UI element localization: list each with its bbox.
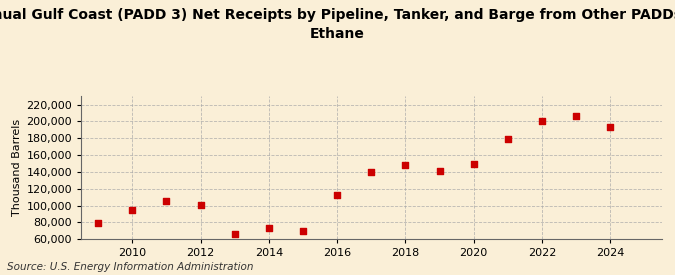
- Point: [366, 170, 377, 174]
- Point: [298, 229, 308, 233]
- Point: [434, 169, 445, 173]
- Point: [230, 232, 240, 236]
- Point: [263, 226, 274, 230]
- Point: [92, 220, 103, 225]
- Point: [400, 163, 411, 167]
- Point: [127, 208, 138, 212]
- Point: [161, 199, 171, 204]
- Point: [571, 113, 582, 118]
- Point: [605, 125, 616, 130]
- Point: [502, 137, 513, 141]
- Point: [195, 203, 206, 207]
- Text: Source: U.S. Energy Information Administration: Source: U.S. Energy Information Administ…: [7, 262, 253, 272]
- Point: [468, 161, 479, 166]
- Y-axis label: Thousand Barrels: Thousand Barrels: [12, 119, 22, 216]
- Point: [331, 192, 342, 197]
- Point: [537, 119, 547, 124]
- Text: Annual Gulf Coast (PADD 3) Net Receipts by Pipeline, Tanker, and Barge from Othe: Annual Gulf Coast (PADD 3) Net Receipts …: [0, 8, 675, 41]
